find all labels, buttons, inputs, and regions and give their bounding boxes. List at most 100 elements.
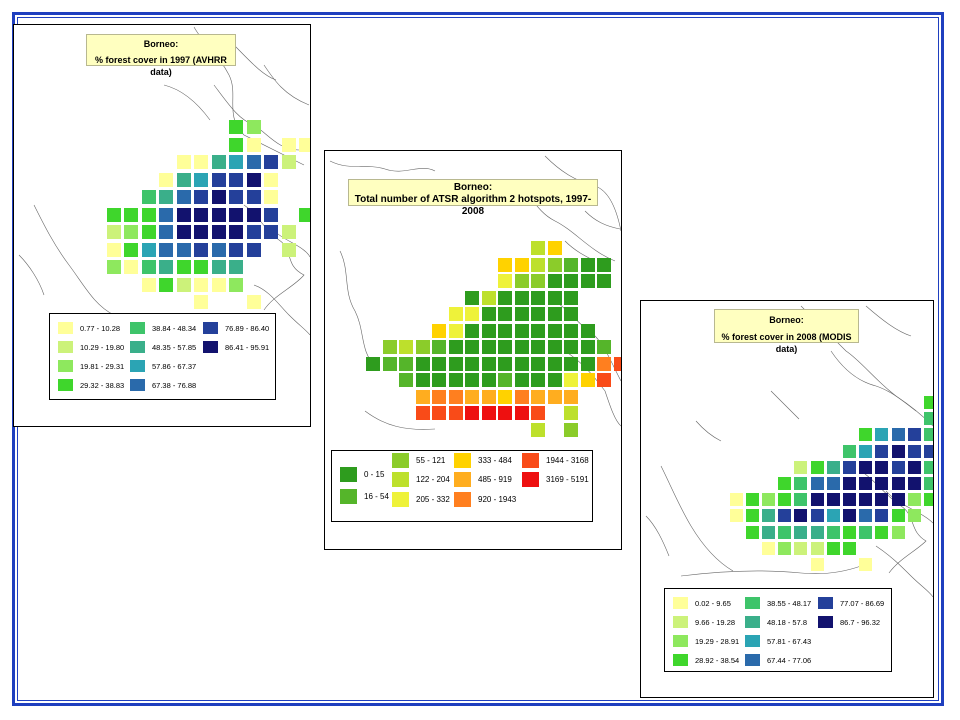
grid-cell xyxy=(264,225,278,239)
grid-cell xyxy=(264,155,278,169)
grid-cell xyxy=(481,290,496,305)
grid-cell xyxy=(875,460,889,474)
legend-swatch xyxy=(392,492,409,507)
legend-swatch xyxy=(454,492,471,507)
legend-label: 28.92 - 38.54 xyxy=(695,655,740,665)
grid-cell xyxy=(141,277,156,292)
grid-cell xyxy=(564,422,578,437)
legend-item: 67.44 - 77.06 xyxy=(745,654,811,666)
legend-label: 920 - 1943 xyxy=(478,495,517,504)
legend-swatch xyxy=(130,341,145,353)
legend-label: 86.41 - 95.91 xyxy=(225,342,270,352)
grid-cell xyxy=(745,525,759,539)
grid-cell xyxy=(415,356,430,371)
legend-swatch xyxy=(818,597,833,609)
grid-cell xyxy=(613,356,621,371)
grid-cell xyxy=(564,323,578,338)
grid-cell xyxy=(415,406,430,420)
legend-item: 122 - 204 xyxy=(392,472,450,487)
legend-label: 0.77 - 10.28 xyxy=(80,323,121,333)
legend-item: 0.77 - 10.28 xyxy=(58,322,120,334)
grid-cell xyxy=(514,274,529,288)
grid-cell xyxy=(843,460,856,474)
legend-item: 920 - 1943 xyxy=(454,492,516,507)
grid-cell xyxy=(907,428,921,442)
grid-cell xyxy=(106,260,121,274)
grid-cell xyxy=(229,207,243,222)
legend-swatch xyxy=(392,453,409,468)
grid-cell xyxy=(141,260,156,274)
legend-item: 57.86 - 67.37 xyxy=(130,360,196,372)
grid-cell xyxy=(211,207,226,222)
grid-cell xyxy=(580,257,595,272)
grid-cell xyxy=(246,242,261,257)
legend-item: 38.55 - 48.17 xyxy=(745,597,811,609)
legend-label: 67.44 - 77.06 xyxy=(767,655,812,665)
grid-cell xyxy=(159,277,173,292)
grid-cell xyxy=(176,155,191,169)
map-title-line1: Borneo: xyxy=(769,315,804,325)
legend-swatch xyxy=(522,472,539,487)
grid-cell xyxy=(547,323,562,338)
grid-cell xyxy=(843,541,856,555)
grid-cell xyxy=(924,460,933,474)
map-title: Borneo: Total number of ATSR algorithm 2… xyxy=(348,179,598,217)
coastline-outline xyxy=(645,305,933,598)
map-title-line1: Borneo: xyxy=(143,39,179,49)
grid-cell xyxy=(547,356,562,371)
grid-cell xyxy=(843,493,856,507)
legend-label: 9.66 - 19.28 xyxy=(695,617,736,627)
grid-cell xyxy=(875,509,889,523)
legend-swatch xyxy=(673,616,688,628)
legend-item: 76.89 - 86.40 xyxy=(203,322,269,334)
grid-cell xyxy=(810,477,824,490)
grid-cell xyxy=(366,356,380,371)
grid-cell xyxy=(778,541,792,555)
legend-item: 1944 - 3168 xyxy=(522,453,589,468)
grid-cell xyxy=(498,323,512,338)
grid-cell xyxy=(246,155,261,169)
grid-cell xyxy=(514,406,529,420)
grid-cell xyxy=(859,509,873,523)
grid-cell xyxy=(448,356,463,371)
grid-cell xyxy=(826,493,840,507)
grid-cell xyxy=(159,242,173,257)
map-title-line2: % forest cover in 2008 (MODIS data) xyxy=(721,332,852,354)
legend-swatch xyxy=(454,453,471,468)
grid-cell xyxy=(564,274,578,288)
grid-cell xyxy=(229,277,243,292)
grid-cell xyxy=(564,340,578,354)
legend-label: 16 - 54 xyxy=(364,492,389,501)
grid-cell xyxy=(875,493,889,507)
grid-cell xyxy=(448,389,463,404)
grid-cell xyxy=(465,406,479,420)
grid-cell xyxy=(211,172,226,187)
grid-cell xyxy=(762,509,775,523)
legend-item: 38.84 - 48.34 xyxy=(130,322,196,334)
legend-swatch xyxy=(745,635,760,647)
legend-item: 86.41 - 95.91 xyxy=(203,341,269,353)
grid-cell xyxy=(498,307,512,321)
grid-cell xyxy=(745,493,759,507)
grid-cell xyxy=(498,373,512,387)
grid-cell xyxy=(415,340,430,354)
legend-swatch xyxy=(58,379,73,391)
grid-cell xyxy=(531,340,545,354)
grid-cell xyxy=(875,428,889,442)
grid-cell xyxy=(859,493,873,507)
grid-cell xyxy=(729,509,743,523)
grid-cell xyxy=(481,323,496,338)
legend-item: 19.81 - 29.31 xyxy=(58,360,124,372)
grid-cell xyxy=(481,389,496,404)
legend-swatch xyxy=(392,472,409,487)
legend-swatch xyxy=(818,616,833,628)
grid-cell xyxy=(762,493,775,507)
legend-item: 0.02 - 9.65 xyxy=(673,597,731,609)
grid-cell xyxy=(498,257,512,272)
grid-cell xyxy=(875,477,889,490)
grid-cell xyxy=(176,225,191,239)
grid-cell xyxy=(794,525,808,539)
grid-cell xyxy=(810,541,824,555)
grid-cell xyxy=(859,477,873,490)
grid-cell xyxy=(246,120,261,134)
